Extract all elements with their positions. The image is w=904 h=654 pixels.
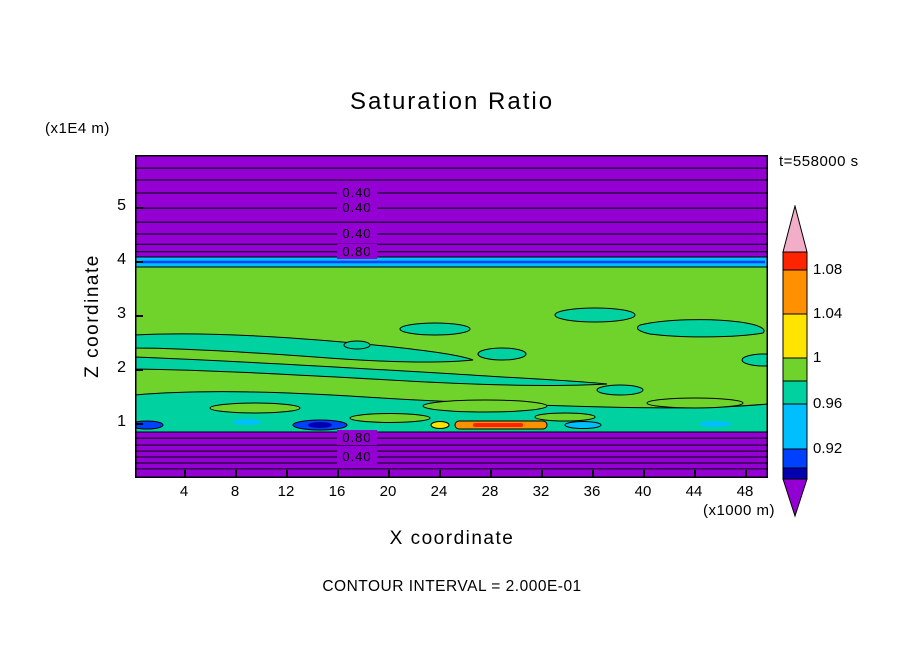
x-tick-mark [592,470,594,477]
z-tick-mark [136,261,143,263]
plot-frame [135,155,768,478]
z-tick-label: 1 [117,413,126,430]
z-tick-label: 3 [117,305,126,322]
green-gap [209,402,301,414]
colorbar-segment-yellow [782,313,808,359]
x-axis-units: (x1000 m) [702,502,775,519]
x-tick-mark [286,470,288,477]
cyan-spot [233,419,261,425]
x-tick-label: 32 [532,483,550,500]
z-axis-units: (x1E4 m) [45,120,110,137]
colorbar-tick-label: 0.92 [813,440,843,457]
contour-label: 0.40 [337,184,377,200]
local-extreme-spots [130,419,731,431]
x-tick-mark [439,470,441,477]
x-tick-mark [745,470,747,477]
x-tick-label: 36 [583,483,601,500]
turquoise-blob [637,319,765,338]
turquoise-patches [134,307,787,433]
colorbar-segment-green [782,357,808,382]
green-gap [349,413,431,423]
green-gaps-in-band [209,397,744,423]
x-tick-mark [541,470,543,477]
colorbar [782,205,808,518]
x-tick-mark [388,470,390,477]
x-axis-title: X coordinate [389,528,515,549]
contour-field-svg [130,155,787,478]
colorbar-segment-blue [782,448,808,469]
turquoise-blob [596,384,644,396]
green-gap [422,399,548,413]
green-gap [646,397,744,409]
contour-label: 0.40 [337,226,377,241]
green-gap [534,412,596,422]
z-tick-label: 5 [117,197,126,214]
colorbar-tick-label: 1.04 [813,305,843,322]
colorbar-tick-label: 1 [813,349,822,366]
contour-label: 0.40 [337,200,377,216]
red-maximum-core [473,423,523,427]
z-tick-mark [136,369,143,371]
x-tick-mark [694,470,696,477]
x-tick-label: 8 [230,483,240,500]
x-tick-label: 28 [481,483,499,500]
colorbar-segment-navy [782,467,808,480]
x-tick-label: 48 [736,483,754,500]
x-tick-mark [184,470,186,477]
cyan-spot [564,421,602,429]
turquoise-blob [554,307,636,323]
x-tick-label: 12 [277,483,295,500]
contour-label: 0.80 [337,430,377,446]
colorbar-top-arrow [782,205,808,253]
colorbar-tick-label: 0.96 [813,395,843,412]
contour-interval-caption: CONTOUR INTERVAL = 2.000E-01 [322,578,582,595]
z-tick-mark [136,207,143,209]
x-tick-mark [643,470,645,477]
navy-minimum-core [308,422,332,428]
turquoise-streak [134,356,608,386]
colorbar-tick-label: 1.08 [813,261,843,278]
x-tick-mark [337,470,339,477]
colorbar-segment-turquoise [782,380,808,405]
z-tick-mark [136,315,143,317]
z-tick-mark [136,423,143,425]
z-tick-label: 2 [117,359,126,376]
turquoise-streak [134,333,474,363]
contour-plot-area: 0.40 0.40 0.40 0.80 0.80 0.40 [130,155,787,478]
time-stamp-label: t=558000 s [779,153,859,170]
x-tick-label: 4 [179,483,189,500]
yellow-spot [430,421,450,429]
chart-title: Saturation Ratio [349,88,555,115]
turquoise-blob [343,340,371,350]
z-tick-label: 4 [117,251,126,268]
colorbar-bottom-arrow [782,478,808,518]
colorbar-segment-orange [782,269,808,315]
colorbar-segment-cyan [782,403,808,450]
contour-label: 0.80 [337,243,377,259]
colorbar-segment-red [782,251,808,271]
x-tick-mark [235,470,237,477]
turquoise-blob [477,347,527,361]
x-tick-mark [490,470,492,477]
x-tick-label: 40 [634,483,652,500]
x-tick-label: 16 [328,483,346,500]
x-tick-label: 44 [685,483,703,500]
x-tick-label: 24 [430,483,448,500]
turquoise-blob [399,322,471,336]
cyan-spot [699,421,731,427]
x-tick-label: 20 [379,483,397,500]
contour-label: 0.40 [337,449,377,465]
